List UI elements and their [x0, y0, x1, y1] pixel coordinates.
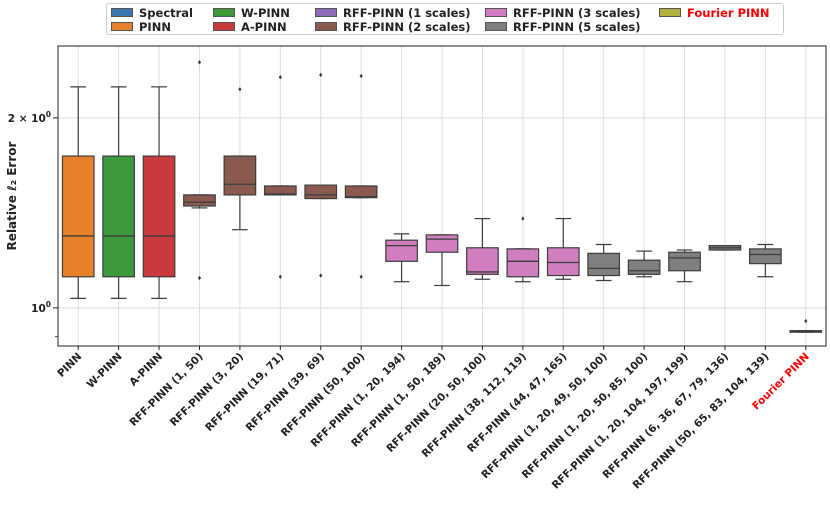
- box-13: [587, 243, 621, 282]
- box-iqr: [506, 248, 540, 278]
- legend-item: RFF-PINN (2 scales): [315, 19, 471, 34]
- box-10: [466, 217, 499, 280]
- legend-label: RFF-PINN (2 scales): [343, 19, 471, 34]
- legend-label: RFF-PINN (3 scales): [513, 5, 641, 20]
- box-6: [304, 72, 338, 278]
- x-tick-label: W-PINN: [85, 351, 125, 391]
- box-7: [344, 73, 378, 279]
- outlier-point: [359, 274, 363, 279]
- legend-swatch: [111, 8, 133, 17]
- box-iqr: [385, 239, 418, 262]
- outlier-point: [319, 273, 323, 278]
- box-2: [142, 86, 176, 300]
- y-axis: 2 × 100 100: [8, 110, 58, 338]
- box-iqr: [749, 248, 782, 265]
- outlier-point: [804, 318, 808, 324]
- legend-label: W-PINN: [241, 5, 290, 20]
- box-iqr: [61, 155, 95, 278]
- box-iqr: [546, 247, 580, 277]
- outlier-point: [521, 216, 525, 221]
- outlier-point: [197, 60, 202, 65]
- outlier-point: [319, 72, 323, 78]
- x-tick-label: RFF-PINN (3, 20): [168, 351, 246, 429]
- legend-item: RFF-PINN (1 scales): [315, 5, 471, 20]
- box-iqr: [344, 185, 378, 199]
- x-tick-label: RFF-PINN (1, 50): [127, 351, 205, 429]
- legend-swatch: [213, 8, 235, 17]
- legend-item: W-PINN: [213, 5, 290, 20]
- outlier-point: [278, 274, 282, 279]
- legend-label: RFF-PINN (5 scales): [513, 19, 641, 34]
- legend-label: PINN: [139, 19, 171, 34]
- box-iqr: [263, 185, 297, 196]
- box-1: [102, 86, 135, 300]
- legend-swatch: [315, 22, 337, 31]
- grid-lines: [58, 46, 826, 346]
- legend-swatch: [213, 22, 235, 31]
- legend-label: Fourier PINN: [687, 5, 770, 20]
- box-12: [546, 217, 580, 280]
- y-tick-label: 100: [31, 300, 51, 315]
- legend-item: RFF-PINN (5 scales): [485, 19, 641, 34]
- box-iqr: [102, 155, 135, 278]
- box-9: [425, 234, 459, 287]
- outlier-point: [238, 87, 242, 92]
- box-15: [668, 249, 701, 283]
- legend-label: Spectral: [139, 5, 194, 20]
- y-axis-label: Relative ℓ₂ Error: [5, 141, 19, 250]
- legend-item: Spectral: [111, 5, 194, 20]
- box-iqr: [142, 155, 176, 278]
- box-iqr: [587, 252, 621, 277]
- box-series: [61, 60, 823, 333]
- box-8: [385, 233, 418, 283]
- legend-item: Fourier PINN: [659, 5, 770, 20]
- legend-label: A-PINN: [241, 19, 287, 34]
- x-tick-label: A-PINN: [127, 351, 165, 389]
- box-0: [61, 86, 95, 300]
- legend-label: RFF-PINN (1 scales): [343, 5, 471, 20]
- box-iqr: [183, 194, 216, 207]
- legend-swatch: [485, 8, 507, 17]
- x-tick-label: PINN: [55, 351, 84, 380]
- box-14: [627, 250, 661, 278]
- box-iqr: [627, 259, 661, 275]
- box-4: [223, 87, 257, 231]
- outlier-point: [359, 73, 363, 79]
- box-3: [183, 60, 216, 281]
- legend-swatch: [111, 22, 133, 31]
- legend-swatch: [659, 8, 681, 17]
- box-iqr: [466, 247, 499, 275]
- box-17: [749, 243, 782, 278]
- box-iqr: [668, 251, 701, 272]
- x-tick-label: RFF-PINN (19, 71): [203, 351, 286, 434]
- legend-swatch: [485, 22, 507, 31]
- legend-item: RFF-PINN (3 scales): [485, 5, 641, 20]
- box-5: [263, 75, 297, 279]
- outlier-point: [278, 75, 282, 80]
- box-iqr: [425, 234, 459, 253]
- box-11: [506, 216, 540, 283]
- legend-swatch: [315, 8, 337, 17]
- legend-item: A-PINN: [213, 19, 287, 34]
- legend-item: PINN: [111, 19, 171, 34]
- box-16: [708, 244, 742, 251]
- x-tick-label: RFF-PINN (39, 69): [244, 351, 327, 434]
- y-tick-label: 2 × 100: [8, 110, 51, 125]
- legend: Spectral PINN W-PINN A-PINN RFF-PINN (1 scal…: [106, 3, 784, 35]
- box-iqr: [223, 155, 257, 196]
- outlier-point: [197, 275, 202, 281]
- box-18: [789, 318, 823, 333]
- box-iqr: [304, 184, 338, 200]
